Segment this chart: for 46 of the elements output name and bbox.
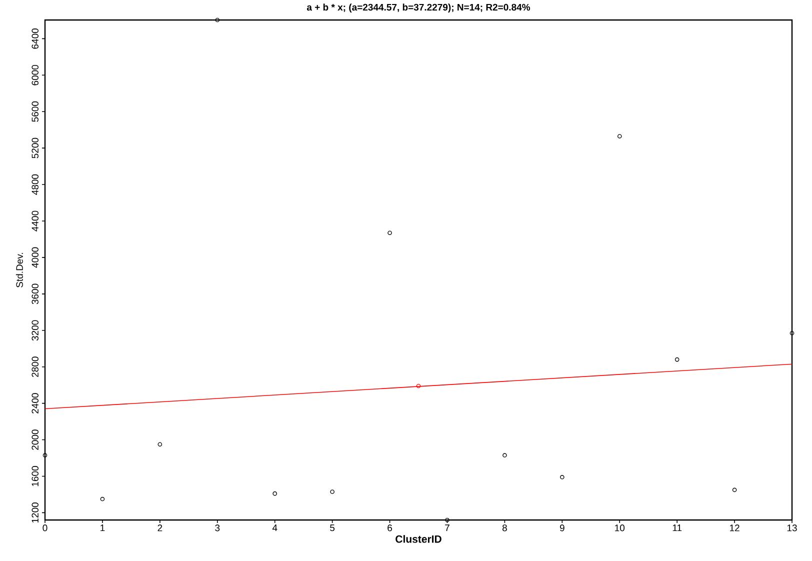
x-axis-title: ClusterID: [396, 535, 442, 543]
y-axis-title: Std.Dev.: [16, 253, 23, 288]
y-tick-label: 2400: [32, 393, 38, 414]
y-tick-label: 3200: [32, 320, 38, 341]
y-tick-label: 2000: [32, 430, 38, 450]
point: [560, 475, 564, 480]
point: [674, 357, 680, 362]
x-tick-label: 11: [672, 524, 682, 532]
y-tick-label: 6000: [32, 64, 38, 86]
point: [330, 490, 334, 494]
x-tick-label: 13: [787, 524, 797, 532]
x-tick-label: 7: [445, 524, 450, 532]
x-tick-label: 5: [330, 524, 335, 532]
x-tick-label: 8: [502, 524, 507, 532]
point: [272, 491, 277, 496]
point: [790, 330, 794, 336]
y-tick-label: 5600: [32, 101, 38, 122]
x-tick-label: 12: [730, 524, 740, 532]
point: [158, 442, 162, 446]
x-tick-label: 10: [615, 524, 625, 532]
y-tick-label: 1600: [32, 466, 38, 486]
y-tick-label: 4400: [32, 210, 38, 232]
x-tick-label: 6: [388, 524, 392, 532]
point: [215, 18, 220, 22]
point: [445, 518, 450, 522]
y-tick-label: 2800: [32, 356, 38, 377]
y-tick-label: 4000: [32, 247, 38, 268]
point: [100, 496, 105, 502]
point: [502, 453, 507, 458]
y-tick-label: 4800: [32, 174, 38, 195]
x-tick-label: 0: [42, 524, 48, 532]
x-tick-label: 9: [560, 524, 564, 532]
point: [732, 488, 737, 492]
point: [617, 134, 622, 138]
x-tick-label: 2: [158, 524, 162, 532]
y-tick-label: 6400: [32, 28, 38, 49]
y-tick-label: 1200: [32, 502, 38, 523]
x-tick-label: 4: [272, 524, 278, 532]
x-tick-label: 3: [215, 524, 220, 532]
y-tick-label: 5200: [32, 138, 38, 158]
point: [388, 230, 392, 235]
point: [416, 384, 421, 388]
point: [42, 453, 48, 458]
chart-title: a + b * x; (a=2344.57, b=37.2279); N=14; R2=0.84%: [306, 4, 530, 12]
x-tick-label: 1: [100, 524, 105, 532]
y-tick-label: 3600: [32, 284, 38, 304]
